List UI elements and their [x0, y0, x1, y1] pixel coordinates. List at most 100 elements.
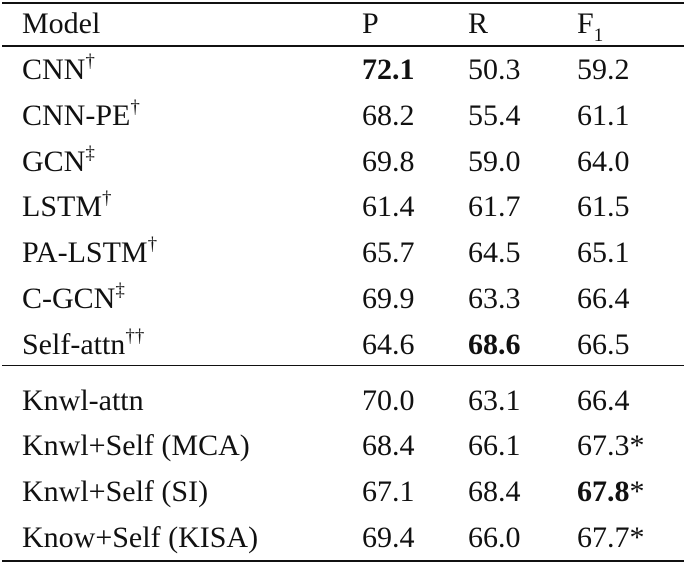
- score: 66.4: [577, 282, 630, 315]
- model-cell: C-GCN‡: [22, 281, 125, 315]
- score: 64.5: [468, 236, 521, 270]
- rule: [2, 45, 684, 47]
- score-cell: 68.2: [362, 98, 415, 132]
- score: 66.0: [468, 521, 521, 554]
- score-cell: 67.7*: [577, 523, 645, 553]
- score-cell: 61.5: [577, 192, 630, 222]
- model-marker: †: [85, 51, 95, 72]
- model-name: Knwl+Self (MCA): [22, 429, 250, 463]
- header-text: Model: [22, 7, 101, 40]
- model-marker: †: [147, 234, 158, 256]
- score-cell: 67.8*: [577, 477, 645, 507]
- significance-mark: *: [629, 429, 645, 463]
- score: 50.3: [468, 53, 521, 86]
- score: 63.3: [468, 282, 521, 315]
- score-cell: 68.4: [362, 431, 415, 461]
- model-name: C-GCN: [22, 282, 116, 315]
- score-cell: 59.2: [577, 55, 630, 85]
- model-cell: CNN-PE†: [22, 98, 140, 132]
- score: 61.7: [468, 190, 521, 224]
- score: 59.0: [468, 144, 521, 178]
- score: 69.9: [362, 282, 415, 315]
- model-name: CNN-PE: [22, 98, 131, 132]
- score-cell: 68.4: [468, 477, 521, 507]
- score-cell: 66.1: [468, 431, 521, 461]
- score: 63.1: [468, 383, 521, 417]
- header-cell: F1: [577, 7, 603, 46]
- header-subscript: 1: [593, 25, 604, 46]
- rule: [2, 559, 684, 562]
- score-cell: 50.3: [468, 55, 521, 85]
- header-text: R: [468, 7, 489, 40]
- score: 67.1: [362, 475, 415, 509]
- score: 69.4: [362, 521, 415, 554]
- model-name: CNN: [22, 53, 86, 86]
- score: 59.2: [577, 53, 630, 86]
- score-cell: 63.3: [468, 284, 521, 314]
- header-cell: R: [468, 9, 488, 39]
- score: 61.4: [362, 190, 415, 224]
- model-name: Know+Self (KISA): [22, 521, 259, 554]
- model-marker: ‡: [115, 280, 125, 301]
- model-cell: CNN†: [22, 52, 95, 86]
- score-cell: 68.6: [468, 327, 521, 361]
- score-cell: 55.4: [468, 98, 521, 132]
- score-cell: 70.0: [362, 383, 415, 417]
- score: 61.1: [577, 98, 630, 132]
- score: 64.0: [577, 144, 630, 178]
- model-marker: †: [102, 188, 112, 210]
- score-cell: 66.4: [577, 284, 630, 314]
- score-cell: 59.0: [468, 144, 521, 178]
- score-cell: 65.7: [362, 238, 415, 268]
- model-cell: GCN‡: [22, 144, 95, 177]
- score: 72.1: [362, 53, 415, 86]
- model-name: PA-LSTM: [22, 236, 148, 270]
- score: 68.4: [362, 429, 415, 463]
- header-cell: Model: [22, 9, 100, 39]
- score: 67.8: [577, 475, 630, 509]
- model-cell: Know+Self (KISA): [22, 523, 258, 553]
- score-cell: 63.1: [468, 383, 521, 417]
- model-marker: †: [130, 96, 140, 118]
- score-cell: 66.0: [468, 523, 521, 553]
- score: 55.4: [468, 98, 521, 132]
- score-cell: 65.1: [577, 238, 630, 268]
- model-cell: LSTM†: [22, 189, 112, 224]
- score: 68.4: [468, 475, 521, 509]
- model-cell: Self-attn††: [22, 327, 144, 361]
- score: 68.6: [468, 327, 521, 361]
- score: 65.7: [362, 236, 415, 270]
- score: 66.1: [468, 429, 521, 463]
- score: 68.2: [362, 98, 415, 132]
- score-cell: 69.8: [362, 144, 415, 178]
- score-cell: 61.4: [362, 192, 415, 222]
- header-text: F: [577, 7, 594, 40]
- score: 70.0: [362, 383, 415, 417]
- score-cell: 66.4: [577, 385, 630, 416]
- score-cell: 64.6: [362, 327, 415, 361]
- score-cell: 61.7: [468, 192, 521, 222]
- model-cell: Knwl-attn: [22, 385, 144, 416]
- score: 67.7: [577, 521, 630, 554]
- model-marker: ‡: [85, 142, 95, 164]
- model-name: Knwl+Self (SI): [22, 475, 209, 509]
- model-cell: Knwl+Self (MCA): [22, 431, 250, 461]
- score-cell: 67.1: [362, 477, 415, 507]
- score: 65.1: [577, 236, 630, 270]
- model-name: LSTM: [22, 190, 103, 224]
- score: 64.6: [362, 327, 415, 361]
- model-cell: PA-LSTM†: [22, 235, 157, 270]
- score-cell: 72.1: [362, 55, 415, 85]
- score: 61.5: [577, 190, 630, 224]
- score-cell: 69.4: [362, 523, 415, 553]
- score-cell: 64.0: [577, 144, 630, 178]
- model-name: Self-attn: [22, 327, 126, 361]
- score: 69.8: [362, 144, 415, 178]
- score-cell: 67.3*: [577, 431, 645, 461]
- rule: [2, 364, 684, 367]
- score: 66.5: [577, 327, 630, 361]
- score-cell: 61.1: [577, 98, 630, 132]
- score-cell: 66.5: [577, 327, 630, 361]
- model-cell: Knwl+Self (SI): [22, 477, 208, 507]
